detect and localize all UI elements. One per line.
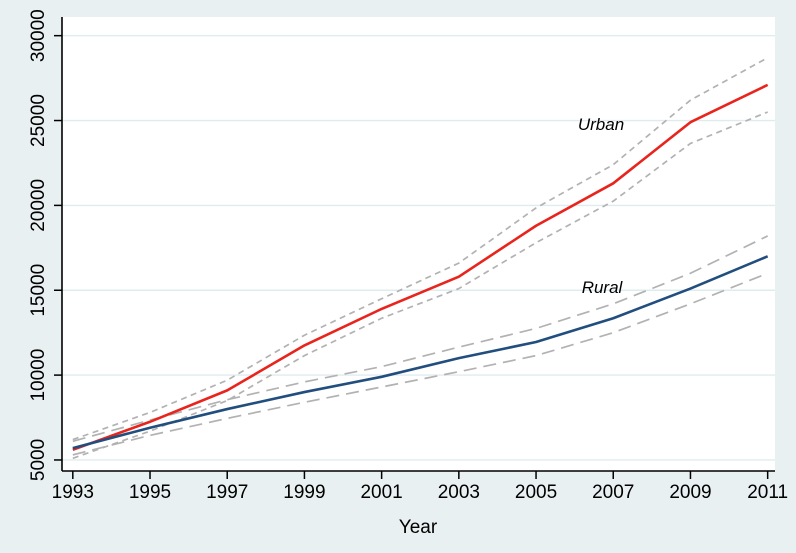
urban-series-label: Urban [578,115,624,134]
axes-layer [54,17,775,479]
y-tick-label-20000: 20000 [28,179,49,232]
urban-line [72,83,769,452]
x-tick-label-1999: 1999 [283,482,325,503]
x-tick-label-1997: 1997 [206,482,248,503]
gridlines-layer [62,34,775,461]
urban-ci-upper-line [72,56,769,441]
plot-area [62,17,775,471]
tick-labels-layer: 5000 10000 15000 20000 25000 30000 1993 1995 199… [28,9,788,503]
y-tick-label-10000: 10000 [28,349,49,402]
series-layer [72,56,769,460]
chart-background-layer [62,17,775,471]
x-tick-label-1995: 1995 [129,482,171,503]
x-tick-label-2007: 2007 [592,482,634,503]
x-tick-label-2001: 2001 [360,482,402,503]
y-tick-label-15000: 15000 [28,264,49,317]
x-tick-label-2003: 2003 [438,482,480,503]
x-axis-title: Year [399,517,438,538]
urban-ci-lower-line [72,111,768,460]
y-tick-label-25000: 25000 [28,94,49,147]
x-tick-label-2009: 2009 [669,482,711,503]
y-tick-label-30000: 30000 [28,9,49,62]
x-tick-label-2011: 2011 [747,482,788,503]
x-tick-label-2005: 2005 [515,482,557,503]
rural-line [72,255,769,450]
rural-series-label: Rural [582,278,624,297]
x-tick-label-1993: 1993 [52,482,94,503]
y-tick-label-5000: 5000 [28,439,49,481]
